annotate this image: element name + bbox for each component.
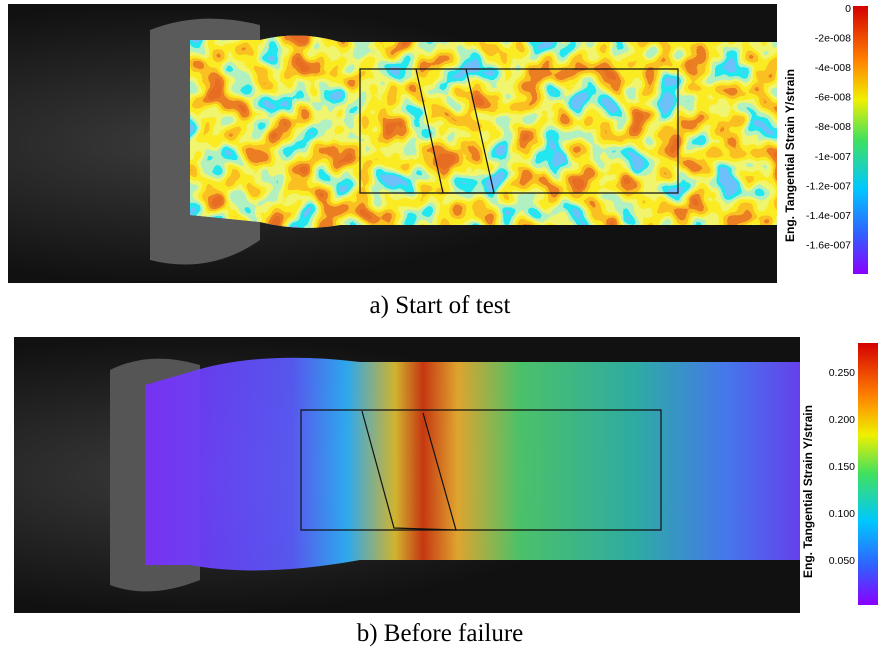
colorbar-tick-label: 0.100 [829,508,855,520]
colorbar [858,343,878,605]
colorbar-tick-label: -8e-008 [815,121,851,133]
colorbar [853,6,868,274]
caption: b) Before failure [357,620,524,647]
strain-field [145,357,820,571]
band-box [415,68,495,194]
colorbar-tick-label: 0.050 [829,555,855,567]
panel-a: Eng. Tangential Strain Y/strain 0 -2e-008… [8,3,870,319]
gauge-box [359,68,679,194]
colorbar-tick-label: -1.4e-007 [806,210,851,222]
colorbar-ticks: 0 -2e-008 -4e-008 -6e-008 -8e-008 -1e-007 -1.2… [806,3,851,252]
colorbar-tick-label: 0.250 [829,367,855,379]
colorbar-tick-label: -1.6e-007 [806,240,851,252]
colorbar-label: Eng. Tangential Strain Y/strain [801,405,815,578]
caption: a) Start of test [370,292,511,319]
colorbar-tick-label: -1.2e-007 [806,180,851,192]
colorbar-tick-label: -6e-008 [815,92,851,104]
colorbar-tick-label: -1e-007 [815,151,851,163]
colorbar-ticks: 0.250 0.200 0.150 0.100 0.050 [829,367,855,567]
strain-field [190,35,780,228]
colorbar-tick-label: -4e-008 [815,62,851,74]
band-box [361,410,457,531]
panel-b: Eng. Tangential Strain Y/strain 0.2500.2… [14,337,880,647]
colorbar-tick-label: 0.150 [829,461,855,473]
colorbar-tick-label: 0 [845,3,851,15]
colorbar-tick-label: -2e-008 [815,32,851,44]
gauge-box [300,409,662,531]
colorbar-label: Eng. Tangential Strain Y/strain [783,69,797,242]
colorbar-tick-label: 0.200 [829,414,855,426]
